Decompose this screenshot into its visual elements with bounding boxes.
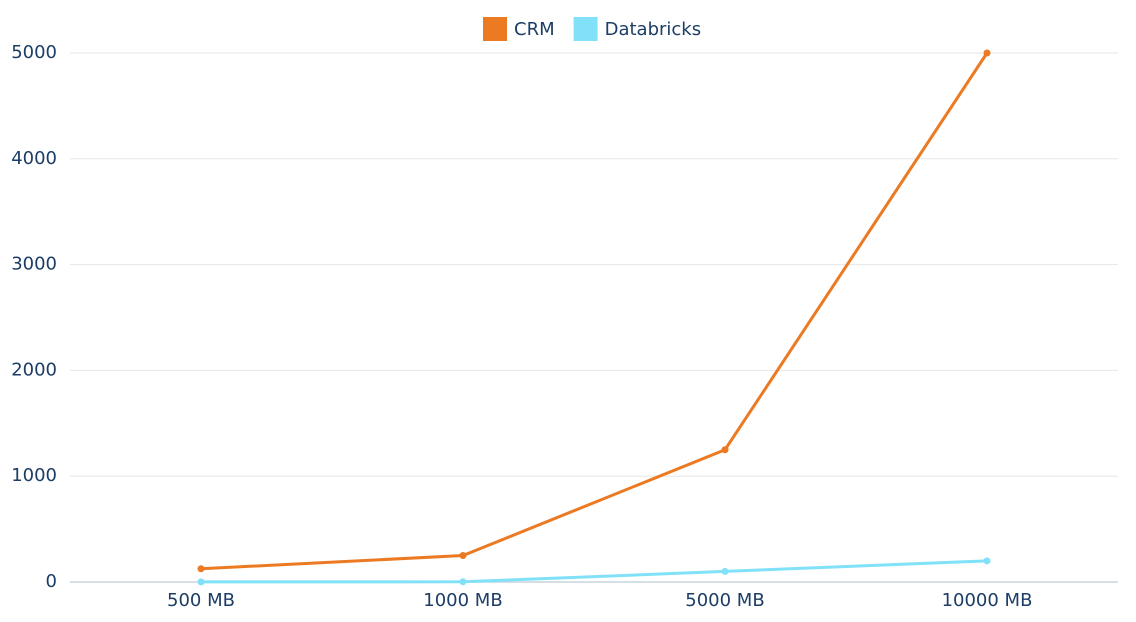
legend-swatch bbox=[573, 17, 598, 41]
data-point bbox=[721, 567, 729, 575]
legend-label[interactable]: Databricks bbox=[605, 19, 702, 40]
y-tick-label: 5000 bbox=[11, 42, 57, 63]
y-tick-label: 4000 bbox=[11, 148, 57, 169]
data-point bbox=[197, 565, 205, 573]
data-point bbox=[721, 446, 729, 454]
legend-label[interactable]: CRM bbox=[514, 19, 555, 40]
y-tick-label: 0 bbox=[46, 571, 57, 592]
series-line bbox=[200, 559, 988, 584]
x-tick-label: 1000 MB bbox=[423, 590, 502, 611]
data-point bbox=[983, 557, 991, 565]
data-point bbox=[459, 552, 467, 560]
y-tick-label: 3000 bbox=[11, 254, 57, 275]
data-point bbox=[983, 49, 991, 57]
series-line bbox=[200, 52, 989, 571]
x-tick-label: 5000 MB bbox=[685, 590, 764, 611]
x-tick-label: 10000 MB bbox=[942, 590, 1033, 611]
y-tick-label: 1000 bbox=[11, 465, 57, 486]
data-point bbox=[459, 578, 467, 586]
legend-swatch bbox=[483, 17, 507, 41]
x-tick-label: 500 MB bbox=[167, 590, 235, 611]
y-tick-label: 2000 bbox=[11, 359, 57, 380]
data-point bbox=[197, 578, 205, 586]
